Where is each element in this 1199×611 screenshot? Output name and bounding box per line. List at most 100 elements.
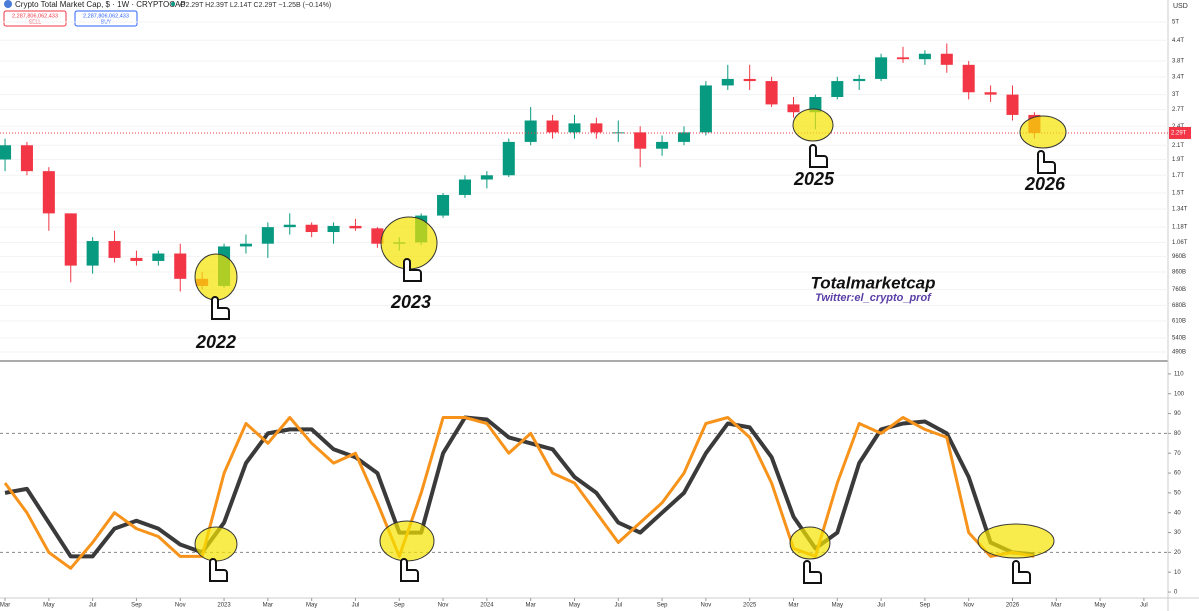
hand-icon xyxy=(211,296,230,320)
x-tick-label: Sep xyxy=(920,603,931,609)
x-tick-label: Jul xyxy=(1140,603,1148,609)
y-tick-label: 2.7T xyxy=(1172,107,1184,113)
candle-body xyxy=(42,171,55,214)
y-tick-label: 960B xyxy=(1172,254,1186,260)
candle-body xyxy=(86,241,99,266)
highlight xyxy=(789,526,831,560)
highlight xyxy=(977,523,1055,559)
highlight xyxy=(194,253,238,301)
y-tick-label: 10 xyxy=(1174,570,1181,576)
highlight xyxy=(1019,115,1067,149)
candle-body xyxy=(130,257,143,261)
y-tick-label: 680B xyxy=(1172,303,1186,309)
oscillator-line xyxy=(3,416,1035,570)
candle-body xyxy=(174,253,187,279)
candle-body xyxy=(283,224,296,228)
y-tick-label: 540B xyxy=(1172,336,1186,342)
y-tick-label: 610B xyxy=(1172,318,1186,324)
x-tick-label: Jul xyxy=(614,603,622,609)
symbol-icon xyxy=(4,0,12,8)
highlight xyxy=(379,520,435,562)
y-tick-label: 80 xyxy=(1174,431,1181,437)
x-tick-label: 2025 xyxy=(743,603,757,609)
candle-body xyxy=(502,141,515,176)
x-tick-label: 2023 xyxy=(217,603,231,609)
price-tag xyxy=(1169,126,1191,139)
hand-icon xyxy=(1012,560,1031,584)
y-tick-label: 1.7T xyxy=(1172,173,1184,179)
candle-body xyxy=(20,145,33,172)
y-tick-label: 50 xyxy=(1174,490,1181,496)
status-dot xyxy=(171,2,175,6)
y-tick-label: 1.34T xyxy=(1172,207,1188,213)
plot xyxy=(0,21,1171,601)
candle-body xyxy=(677,132,691,142)
hand-icons xyxy=(209,144,1056,584)
highlight xyxy=(792,108,834,142)
x-tick-label: Mar xyxy=(263,603,273,609)
candle-body xyxy=(721,78,734,86)
candle-body xyxy=(940,53,953,65)
y-tick-label: 3.4T xyxy=(1172,74,1184,80)
y-tick-label: 20 xyxy=(1174,550,1181,556)
y-tick-label: 860B xyxy=(1172,270,1186,276)
x-tick-label: Mar xyxy=(0,603,10,609)
x-tick-label: 2024 xyxy=(480,603,494,609)
ohlc: O2.29T H2.39T L2.14T C2.29T −1.25B (−0.1… xyxy=(180,2,331,9)
y-tick-label: 100 xyxy=(1174,391,1185,397)
candle-body xyxy=(962,64,975,93)
year-annotation: 2026 xyxy=(1024,174,1066,194)
candle-body xyxy=(0,145,12,160)
x-tick-label: Sep xyxy=(657,603,668,609)
y-tick-label: 5T xyxy=(1172,20,1179,26)
candle-body xyxy=(524,120,537,142)
x-tick-label: Nov xyxy=(175,603,186,609)
x-tick-label: Mar xyxy=(788,603,798,609)
candle-body xyxy=(787,104,800,113)
y-tick-label: 30 xyxy=(1174,530,1181,536)
candle-body xyxy=(371,228,384,244)
x-tick-label: Jul xyxy=(89,603,97,609)
x-tick-label: Nov xyxy=(963,603,974,609)
highlight xyxy=(194,526,238,562)
x-tick-label: Jul xyxy=(877,603,885,609)
hand-icon xyxy=(403,258,422,282)
y-tick-label: 3T xyxy=(1172,92,1179,98)
hand-icon xyxy=(803,560,822,584)
y-tick-label: 760B xyxy=(1172,287,1186,293)
candle-body xyxy=(831,81,844,97)
x-tick-label: Nov xyxy=(438,603,449,609)
brand-annotation: Totalmarketcap xyxy=(810,273,935,292)
year-annotation: 2025 xyxy=(793,169,835,189)
y-tick-label: 1.5T xyxy=(1172,191,1184,197)
candle-body xyxy=(349,225,362,229)
candle-body xyxy=(480,175,493,180)
x-tick-label: May xyxy=(306,603,317,609)
candle-body xyxy=(590,123,603,133)
hand-icon xyxy=(809,144,828,168)
hand-icon xyxy=(1037,150,1056,174)
candle-body xyxy=(656,141,669,149)
y-tick-label: 4.4T xyxy=(1172,38,1184,44)
x-tick-label: May xyxy=(569,603,580,609)
year-annotation: 2023 xyxy=(390,292,431,312)
x-tick-label: Jul xyxy=(352,603,360,609)
y-tick-label: 0 xyxy=(1174,590,1178,596)
price-tag-label: 2.29T xyxy=(1171,131,1187,137)
y-tick-label: 1.9T xyxy=(1172,157,1184,163)
candle-body xyxy=(64,213,77,266)
symbol: Crypto Total Market Cap, $ · 1W · CRYPTO… xyxy=(15,0,186,9)
candle-body xyxy=(261,227,274,244)
y-tick-label: 2.1T xyxy=(1172,143,1184,149)
y-tick-label: 490B xyxy=(1172,350,1186,356)
year-annotation: 2022 xyxy=(195,332,236,352)
x-tick-label: Nov xyxy=(701,603,712,609)
currency: USD xyxy=(1173,3,1188,10)
y-tick-label: 70 xyxy=(1174,451,1181,457)
candle-body xyxy=(918,53,931,60)
candle-body xyxy=(108,241,121,258)
y-tick-label: 3.8T xyxy=(1172,59,1184,65)
candle-body xyxy=(853,78,866,82)
candle-body xyxy=(699,85,712,133)
